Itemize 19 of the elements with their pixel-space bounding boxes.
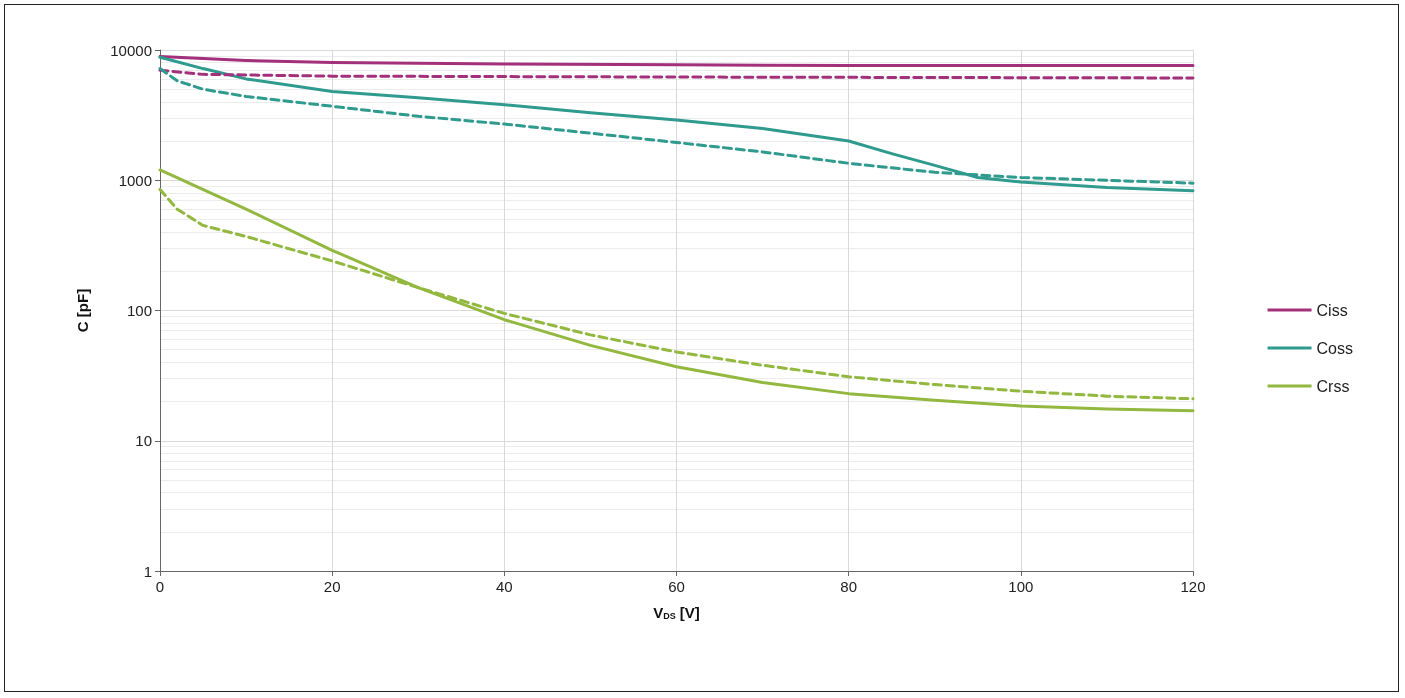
x-tick-label: 0 bbox=[155, 578, 165, 595]
y-tick-label: 1000 bbox=[118, 171, 152, 189]
x-tick-label: 120 bbox=[1180, 578, 1206, 595]
x-tick-label: 40 bbox=[495, 578, 513, 595]
x-tick-label: 60 bbox=[668, 578, 685, 595]
legend-label: Crss bbox=[1316, 377, 1350, 395]
x-tick-label: 20 bbox=[323, 578, 341, 595]
y-axis-title: C [pF] bbox=[74, 288, 91, 333]
line-series bbox=[158, 68, 1195, 80]
legend-label: Ciss bbox=[1316, 301, 1348, 319]
y-tick-label: 10000 bbox=[110, 41, 152, 59]
y-tick-label: 1 bbox=[143, 562, 152, 580]
x-tick-label: 80 bbox=[840, 578, 858, 595]
line-series bbox=[158, 55, 1195, 68]
y-tick-label: 100 bbox=[126, 302, 152, 319]
legend-label: Coss bbox=[1316, 339, 1353, 357]
y-tick-label: 10 bbox=[135, 432, 152, 450]
x-tick-label: 100 bbox=[1008, 578, 1034, 595]
x-axis-title: VDS [V] bbox=[653, 604, 700, 621]
